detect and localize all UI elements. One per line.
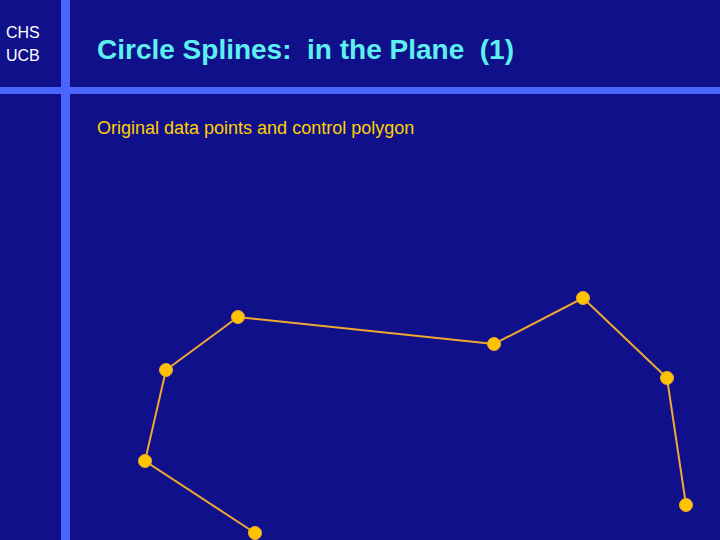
data-point (249, 527, 262, 540)
data-point (160, 364, 173, 377)
slide: CHS UCB Circle Splines: in the Plane (1) Or… (0, 0, 720, 540)
data-point (488, 338, 501, 351)
data-point (232, 311, 245, 324)
data-point (680, 499, 693, 512)
corner-label: UCB (6, 47, 40, 64)
control-polygon (145, 298, 686, 533)
plot (139, 292, 693, 540)
background (0, 0, 720, 540)
horizontal-rule (0, 87, 720, 94)
corner-label: CHS (6, 24, 40, 41)
data-point (577, 292, 590, 305)
subtitle: Original data points and control polygon (97, 118, 414, 138)
data-point (139, 455, 152, 468)
data-point (661, 372, 674, 385)
title: Circle Splines: in the Plane (1) (97, 34, 514, 65)
vertical-rule (61, 0, 70, 540)
